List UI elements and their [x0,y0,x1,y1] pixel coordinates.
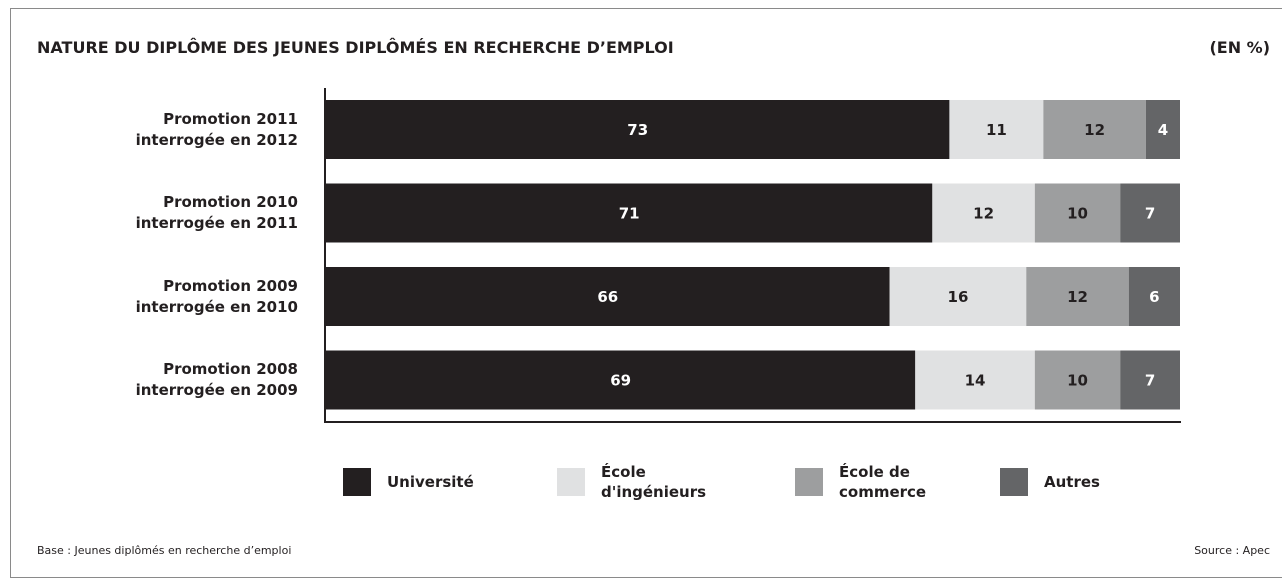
source: Source : Apec [1194,544,1270,557]
unit-label: (EN %) [1209,38,1270,57]
category-label: Promotion 2008 interrogée en 2009 [135,360,298,399]
value-label: 7 [1145,372,1155,390]
value-label: 14 [965,372,986,390]
value-label: 12 [1067,288,1088,306]
bar-segment [326,100,950,159]
bar-segment [1128,267,1180,326]
bar-segment [1043,100,1146,159]
bar-segment [932,183,1035,243]
value-label: 12 [973,205,994,223]
legend-label: Université [387,473,474,491]
value-label: 12 [1084,121,1105,139]
value-label: 66 [597,288,618,306]
category-label: Promotion 2009 interrogée en 2010 [135,276,298,316]
value-label: 10 [1067,205,1088,223]
value-label: 7 [1145,205,1155,223]
value-label: 11 [986,121,1007,139]
bar-segment [915,350,1035,410]
legend-swatch [557,468,585,496]
bar-segment [326,267,890,326]
bar-segment [1026,267,1129,326]
value-label: 71 [619,205,640,223]
value-label: 6 [1149,288,1159,306]
bar-segment [1145,100,1180,159]
value-label: 4 [1158,121,1168,139]
bar-segment [1120,350,1180,410]
value-label: 69 [610,372,631,390]
bar-segment [1120,183,1180,243]
legend-swatch [1000,468,1028,496]
footnote: Base : Jeunes diplômés en recherche d’em… [37,544,292,557]
value-label: 10 [1067,372,1088,390]
legend-label: École d'ingénieurs [601,463,707,501]
chart-title: NATURE DU DIPLÔME DES JEUNES DIPLÔMÉS EN… [37,38,674,57]
bar-segment [326,183,933,243]
legend-swatch [343,468,371,496]
category-label: Promotion 2011 interrogée en 2012 [135,109,298,149]
bar-segment [1034,350,1121,410]
bar-segment [949,100,1044,159]
bar-segment [889,267,1027,326]
value-label: 16 [948,288,969,306]
bar-segment [326,350,916,410]
legend-swatch [795,468,823,496]
legend-label: Autres [1044,473,1100,491]
category-label: Promotion 2010 interrogée en 2011 [135,193,298,232]
legend-label: École de commerce [839,463,927,501]
value-label: 73 [627,121,648,139]
bar-segment [1034,183,1121,243]
